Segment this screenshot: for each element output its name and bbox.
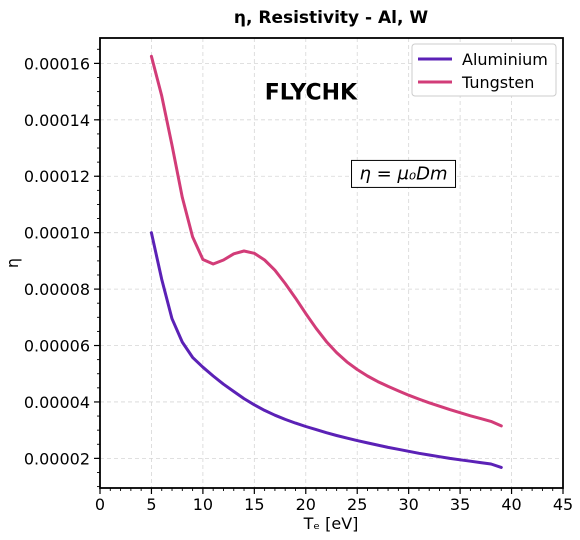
x-tick-label: 0 bbox=[95, 495, 105, 514]
chart-title: η, Resistivity - Al, W bbox=[234, 8, 428, 28]
x-tick-label: 30 bbox=[398, 495, 418, 514]
y-tick-label: 0.00002 bbox=[24, 449, 90, 468]
y-tick-label: 0.00012 bbox=[24, 167, 90, 186]
ticks: 0 5 10 15 20 25 30 35 40 45 0.00002 0.00004 0.00006 0… bbox=[24, 49, 573, 514]
legend: Aluminium Tungsten bbox=[412, 44, 556, 96]
x-tick-label: 40 bbox=[501, 495, 521, 514]
x-tick-label: 35 bbox=[450, 495, 470, 514]
annotations: FLYCHK η = μ₀Dm bbox=[265, 81, 456, 188]
annotation-formula: η = μ₀Dm bbox=[360, 163, 448, 184]
x-tick-label: 15 bbox=[244, 495, 264, 514]
series-layer bbox=[151, 56, 501, 467]
x-tick-label: 10 bbox=[193, 495, 213, 514]
x-tick-label: 20 bbox=[296, 495, 316, 514]
y-tick-label: 0.00016 bbox=[24, 54, 90, 73]
y-tick-label: 0.00010 bbox=[24, 224, 90, 243]
series-line-tungsten bbox=[151, 56, 501, 426]
x-tick-label: 45 bbox=[553, 495, 573, 514]
x-tick-label: 25 bbox=[347, 495, 367, 514]
x-axis-label: Tₑ [eV] bbox=[303, 514, 359, 533]
x-tick-label: 5 bbox=[146, 495, 156, 514]
legend-label-aluminium: Aluminium bbox=[462, 50, 548, 69]
y-tick-label: 0.00004 bbox=[24, 393, 90, 412]
annotation-label: FLYCHK bbox=[265, 81, 358, 106]
y-axis-label: η bbox=[3, 258, 22, 268]
legend-label-tungsten: Tungsten bbox=[461, 73, 534, 92]
y-tick-label: 0.00008 bbox=[24, 280, 90, 299]
y-tick-label: 0.00006 bbox=[24, 337, 90, 356]
y-tick-label: 0.00014 bbox=[24, 111, 90, 130]
series-line-aluminium bbox=[151, 233, 501, 468]
